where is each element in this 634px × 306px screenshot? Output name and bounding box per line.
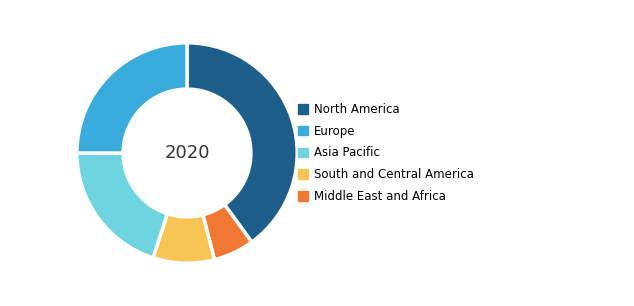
Wedge shape [187,43,297,242]
Wedge shape [77,153,167,258]
Text: 2020: 2020 [164,144,210,162]
Legend: North America, Europe, Asia Pacific, South and Central America, Middle East and : North America, Europe, Asia Pacific, Sou… [297,103,474,203]
Wedge shape [203,205,252,260]
Wedge shape [77,43,187,153]
Wedge shape [153,214,214,263]
